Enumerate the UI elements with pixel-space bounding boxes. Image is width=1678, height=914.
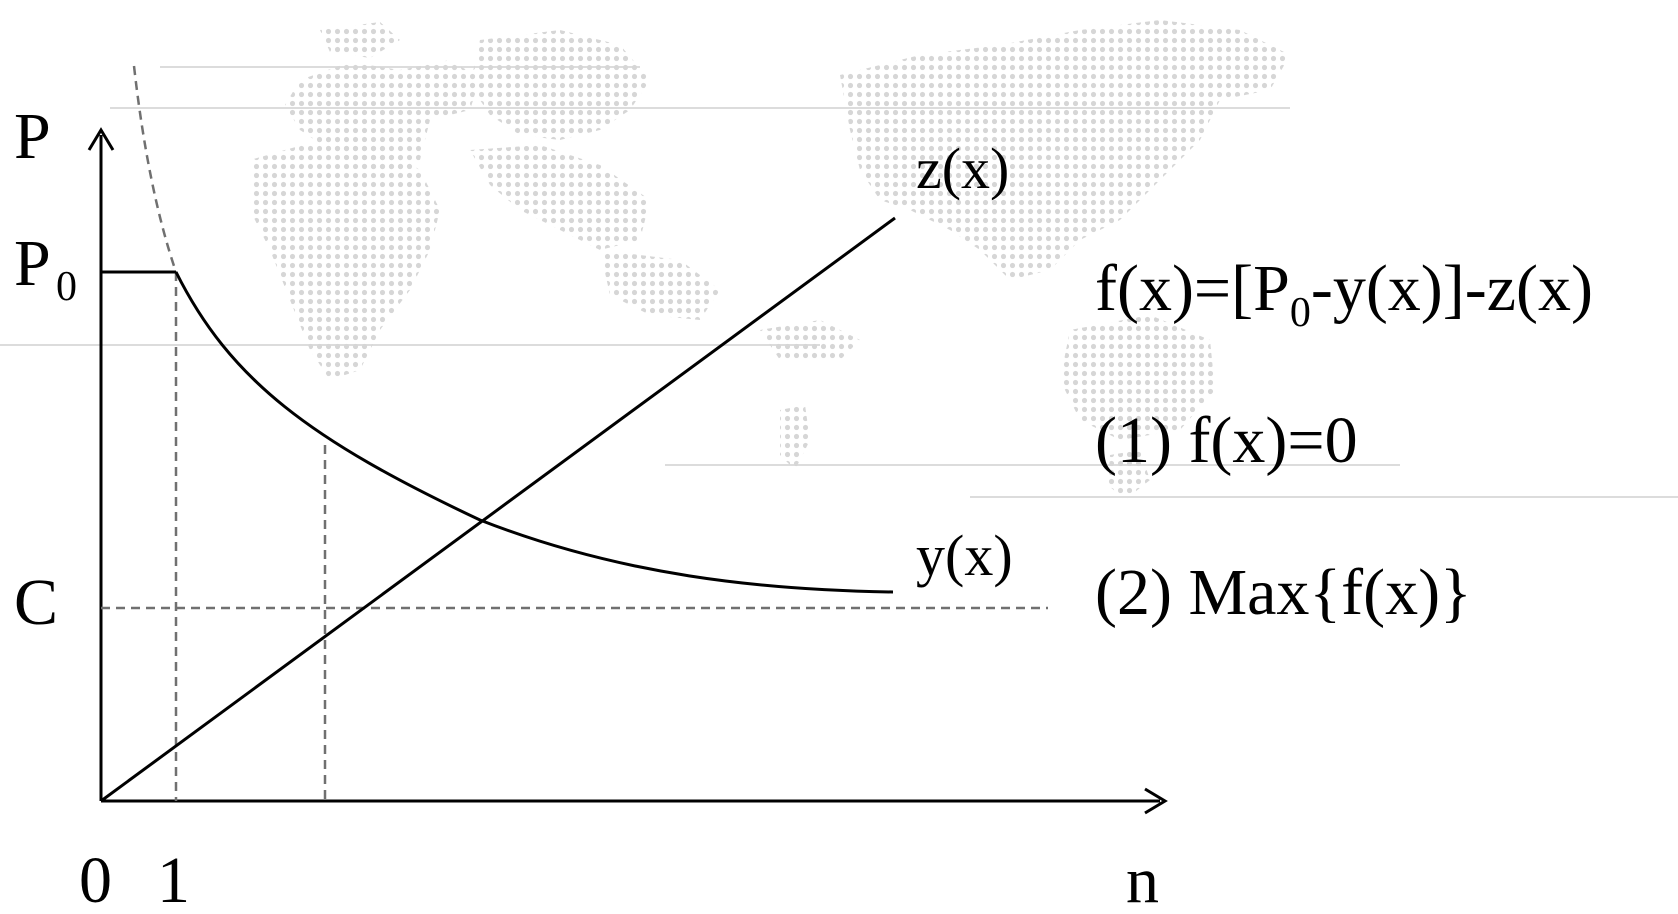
y-curve: [174, 271, 894, 594]
dashed-guides: [101, 65, 1048, 801]
z-line: [100, 216, 896, 803]
map-south-asia: [470, 145, 650, 250]
y-curve-label: y(x): [916, 523, 1013, 588]
f-definition-part1: f(x)=[P: [1095, 252, 1290, 325]
p0-subscript: 0: [56, 264, 77, 310]
axes: [87, 127, 1168, 815]
map-americas: [285, 22, 480, 175]
condition-1: (1) f(x)=0: [1095, 404, 1358, 477]
f-definition-part2: -y(x)]-z(x): [1311, 252, 1593, 325]
map-africa: [250, 140, 440, 380]
f-definition: f(x)=[P0-y(x)]-z(x): [1095, 252, 1593, 336]
map-australia: [1060, 315, 1215, 500]
f-definition-subscript: 0: [1290, 290, 1311, 336]
y-axis-label: P: [14, 100, 51, 173]
x-axis-arrow-icon: [1144, 787, 1168, 815]
labels: P P 0 C 0 1 n z(x) y(x): [14, 100, 1159, 914]
curves: [100, 216, 896, 803]
map-south-america: [780, 405, 810, 470]
condition-2: (2) Max{f(x)}: [1095, 556, 1472, 629]
map-europe: [470, 30, 650, 140]
x-tick-1: 1: [157, 844, 190, 914]
x-tick-0: 0: [79, 844, 112, 914]
formula-block: f(x)=[P0-y(x)]-z(x) (1) f(x)=0 (2) Max{f…: [1095, 252, 1593, 629]
p0-label: P: [14, 227, 51, 300]
c-label: C: [14, 566, 58, 639]
world-map-background: [0, 20, 1678, 500]
x-axis-label: n: [1126, 844, 1159, 914]
y-curve-extension: [132, 65, 178, 273]
y-axis-arrow-icon: [87, 127, 115, 151]
map-southeast-asia: [600, 250, 860, 360]
map-asia: [840, 20, 1290, 280]
z-curve-label: z(x): [916, 136, 1009, 201]
